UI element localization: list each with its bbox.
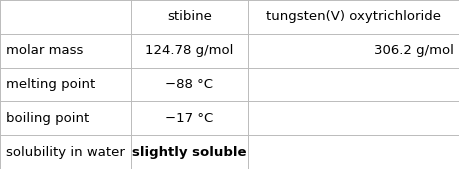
Text: slightly soluble: slightly soluble [132,146,246,159]
Text: solubility in water: solubility in water [6,146,124,159]
Text: 306.2 g/mol: 306.2 g/mol [374,44,453,57]
Text: molar mass: molar mass [6,44,83,57]
Text: −88 °C: −88 °C [165,78,213,91]
Text: melting point: melting point [6,78,95,91]
Text: −17 °C: −17 °C [165,112,213,125]
Text: stibine: stibine [167,10,212,23]
Text: tungsten(V) oxytrichloride: tungsten(V) oxytrichloride [266,10,441,23]
Text: 124.78 g/mol: 124.78 g/mol [145,44,234,57]
Text: boiling point: boiling point [6,112,89,125]
